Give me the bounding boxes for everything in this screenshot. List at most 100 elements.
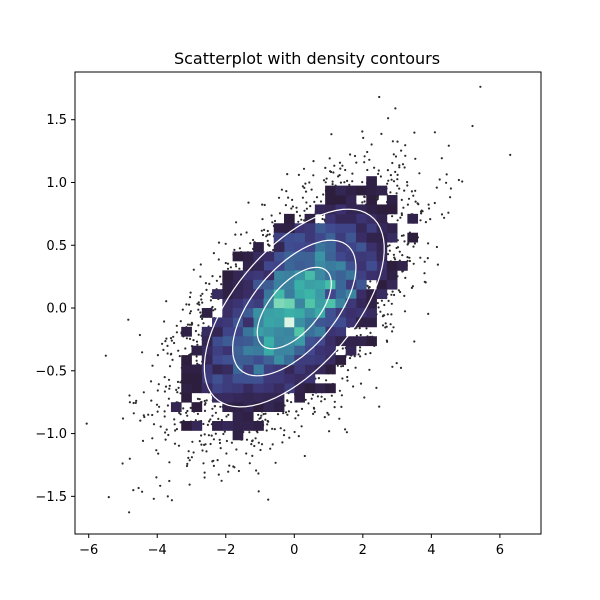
scatter-point bbox=[358, 349, 361, 352]
scatter-point bbox=[307, 402, 310, 405]
scatter-point bbox=[399, 366, 403, 369]
scatter-point bbox=[408, 256, 411, 259]
scatter-point bbox=[227, 470, 230, 473]
scatter-point bbox=[266, 419, 269, 423]
scatter-point bbox=[175, 331, 178, 334]
scatter-point bbox=[349, 153, 352, 156]
scatter-point bbox=[348, 183, 351, 186]
scatter-point bbox=[211, 414, 214, 417]
scatter-point bbox=[391, 140, 394, 143]
scatter-point bbox=[366, 168, 369, 172]
scatter-point bbox=[199, 294, 202, 297]
scatter-point bbox=[222, 432, 225, 436]
scatter-point bbox=[384, 322, 387, 325]
scatter-point bbox=[178, 355, 181, 358]
scatter-point bbox=[338, 389, 341, 392]
scatter-point bbox=[166, 344, 169, 347]
scatter-point bbox=[326, 411, 329, 414]
scatter-point bbox=[331, 183, 334, 186]
scatter-point bbox=[211, 275, 214, 278]
scatter-point bbox=[176, 391, 179, 394]
scatter-point bbox=[323, 398, 326, 401]
scatter-point bbox=[323, 416, 326, 419]
scatter-point bbox=[204, 282, 207, 285]
scatter-point bbox=[165, 300, 168, 303]
scatter-point bbox=[340, 405, 343, 408]
scatter-point bbox=[304, 182, 307, 185]
scatter-point bbox=[202, 322, 205, 325]
scatter-point bbox=[173, 423, 176, 426]
scatter-point bbox=[404, 144, 407, 147]
scatter-point bbox=[251, 439, 254, 442]
scatter-point bbox=[391, 215, 394, 218]
scatter-point bbox=[379, 310, 382, 313]
scatter-point bbox=[192, 339, 195, 342]
scatter-point bbox=[267, 498, 270, 501]
scatter-point bbox=[128, 511, 131, 514]
scatter-point bbox=[175, 324, 178, 327]
scatter-point bbox=[435, 186, 438, 189]
scatter-point bbox=[310, 188, 313, 191]
scatter-point bbox=[396, 173, 399, 176]
scatter-point bbox=[107, 496, 110, 499]
scatter-point bbox=[380, 132, 383, 135]
scatter-point bbox=[365, 327, 368, 330]
scatter-point bbox=[159, 425, 162, 428]
scatter-point bbox=[211, 305, 214, 309]
scatter-point bbox=[138, 333, 141, 337]
scatter-point bbox=[339, 167, 342, 170]
scatter-point bbox=[200, 434, 203, 437]
scatter-point bbox=[155, 403, 159, 406]
scatter-point bbox=[166, 495, 169, 498]
scatter-point bbox=[440, 157, 443, 160]
scatter-point bbox=[181, 308, 184, 311]
scatter-point bbox=[253, 444, 256, 448]
scatter-point bbox=[199, 311, 202, 314]
scatter-point bbox=[362, 136, 365, 139]
scatter-point bbox=[194, 329, 197, 333]
scatter-point bbox=[351, 180, 354, 183]
scatter-point bbox=[228, 464, 231, 467]
scatter-point bbox=[361, 130, 364, 133]
scatter-point bbox=[263, 203, 266, 207]
scatter-point bbox=[226, 262, 230, 265]
scatter-point bbox=[264, 412, 267, 415]
scatter-point bbox=[151, 413, 154, 417]
scatter-point bbox=[303, 209, 306, 212]
scatter-point bbox=[300, 218, 303, 221]
scatter-point bbox=[234, 233, 237, 236]
scatter-point bbox=[397, 289, 400, 292]
scatter-point bbox=[135, 399, 138, 402]
scatter-point bbox=[403, 166, 406, 169]
scatter-point bbox=[319, 200, 323, 203]
scatter-point bbox=[121, 462, 124, 465]
scatter-point bbox=[197, 324, 200, 327]
scatter-point bbox=[378, 95, 381, 99]
scatter-point bbox=[210, 434, 213, 437]
scatter-point bbox=[284, 204, 287, 207]
scatter-point bbox=[225, 452, 228, 455]
scatter-point bbox=[377, 169, 380, 172]
scatter-point bbox=[164, 385, 168, 388]
scatter-point bbox=[394, 170, 397, 173]
scatter-point bbox=[274, 461, 277, 464]
scatter-point bbox=[449, 187, 452, 190]
scatter-point bbox=[128, 394, 131, 397]
scatter-point bbox=[247, 201, 250, 204]
scatter-point bbox=[359, 355, 362, 358]
scatter-point bbox=[238, 267, 241, 270]
scatter-point bbox=[413, 242, 416, 245]
scatter-point bbox=[333, 164, 336, 167]
scatter-point bbox=[179, 421, 182, 424]
scatter-point bbox=[396, 246, 400, 249]
scatter-point bbox=[340, 365, 343, 368]
scatter-point bbox=[368, 368, 371, 371]
scatter-point bbox=[200, 298, 203, 301]
scatter-point bbox=[386, 182, 389, 185]
scatter-point bbox=[224, 261, 227, 265]
scatter-point bbox=[235, 448, 238, 451]
scatter-point bbox=[271, 221, 274, 224]
scatter-point bbox=[341, 347, 344, 350]
scatter-point bbox=[172, 335, 175, 338]
